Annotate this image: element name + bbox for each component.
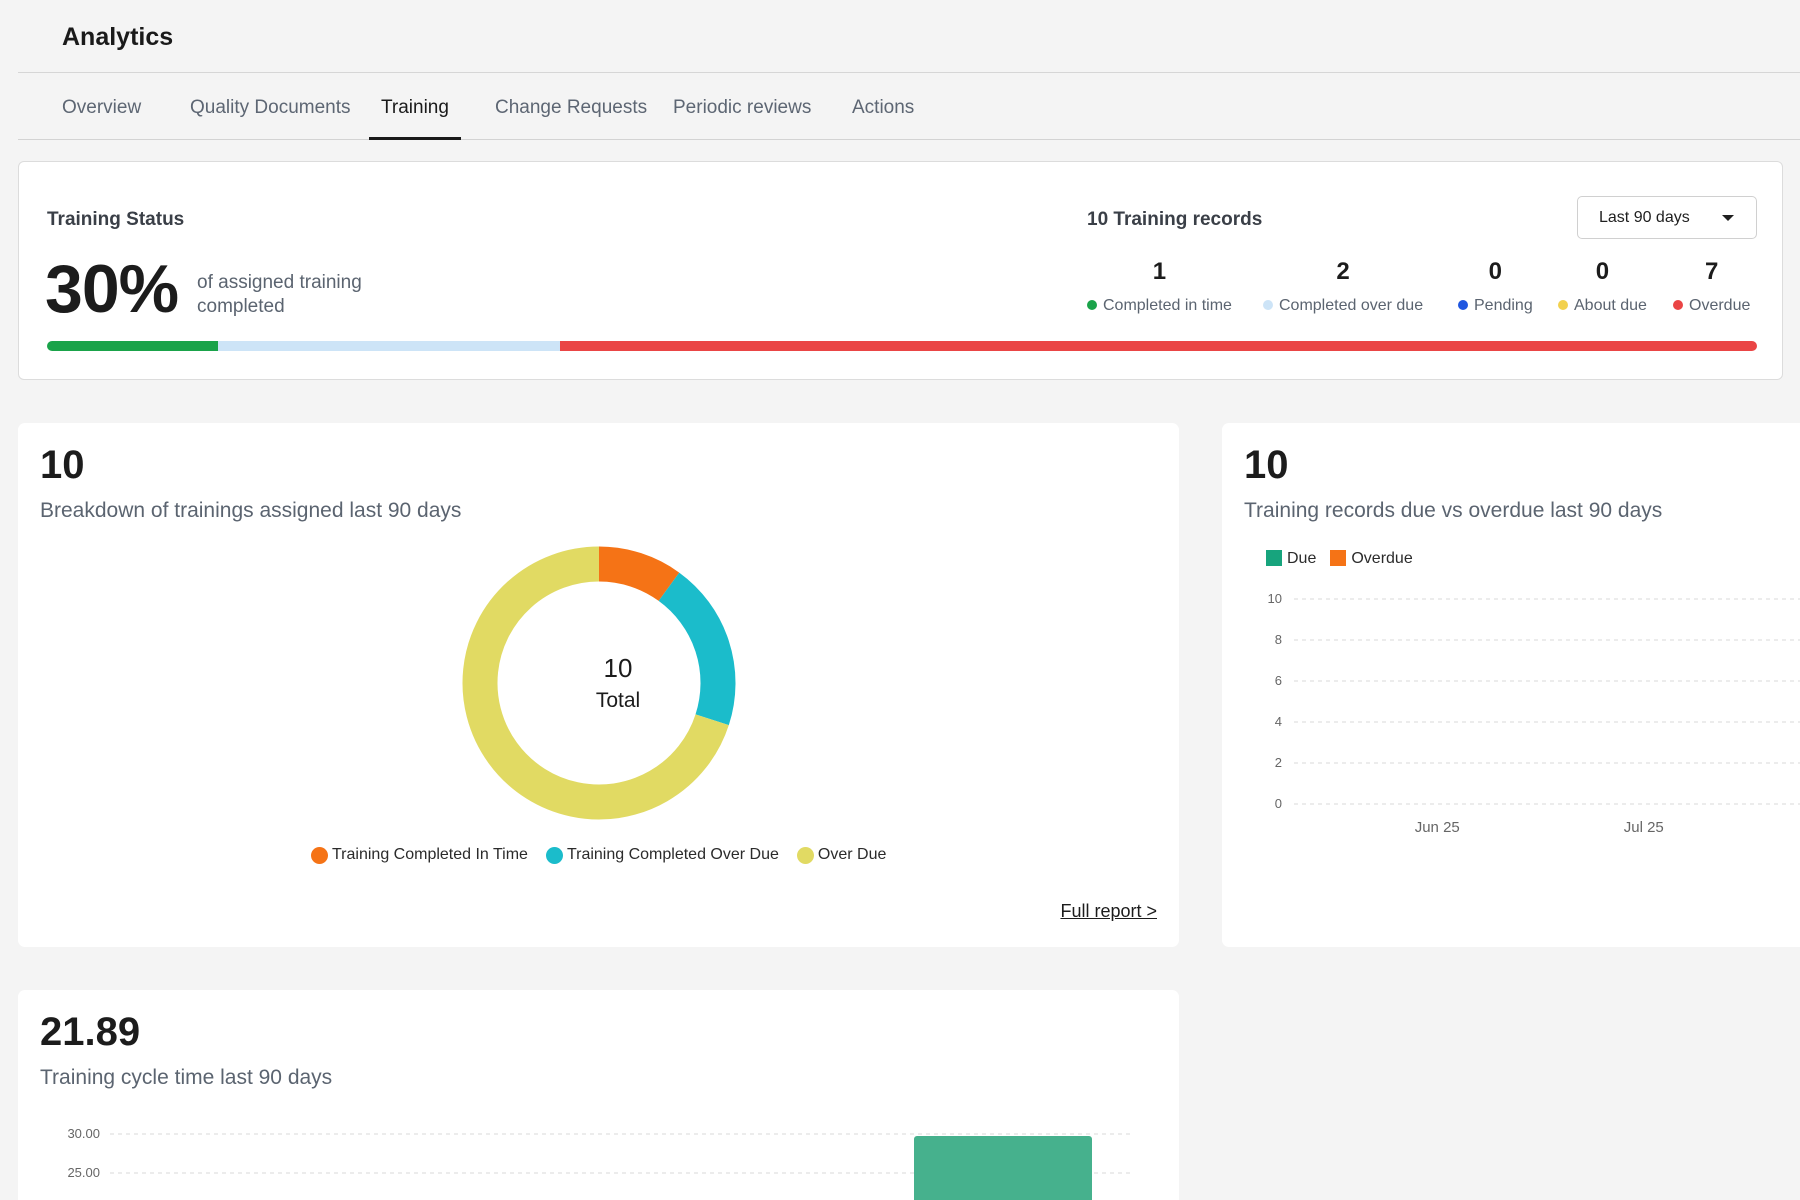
- progress-segment: [218, 341, 560, 351]
- stat-value: 0: [1488, 258, 1503, 285]
- full-report-link[interactable]: Full report >: [1060, 901, 1157, 921]
- breakdown-donut-chart: [462, 546, 736, 820]
- y-tick-label: 4: [1275, 714, 1282, 729]
- legend-item[interactable]: Over Due: [796, 846, 887, 864]
- tab-change-requests[interactable]: Change Requests: [495, 97, 648, 118]
- legend-dot-icon: [545, 846, 563, 864]
- training-records-title: 10 Training records: [1087, 209, 1263, 230]
- stat-value: 7: [1705, 258, 1719, 285]
- legend-item[interactable]: Training Completed In Time: [311, 846, 528, 864]
- tab-overview[interactable]: Overview: [62, 97, 142, 118]
- completion-percent: 30%: [45, 251, 179, 327]
- legend-label: Overdue: [1351, 550, 1413, 567]
- legend-label: Training Completed In Time: [332, 846, 528, 863]
- due-overdue-legend: Due Overdue: [1266, 550, 1413, 568]
- legend-dot-icon: [796, 846, 814, 864]
- legend-label: Training Completed Over Due: [566, 846, 779, 863]
- donut-legend: Training Completed In Time Training Comp…: [311, 846, 886, 864]
- legend-item[interactable]: Training Completed Over Due: [545, 846, 779, 864]
- date-range-value: Last 90 days: [1599, 209, 1690, 226]
- stat-label: About due: [1574, 297, 1647, 314]
- status-dot-icon: [1558, 300, 1568, 310]
- donut-slice[interactable]: [462, 546, 729, 820]
- tab-quality-documents[interactable]: Quality Documents: [190, 97, 351, 118]
- y-tick-label: 8: [1275, 632, 1282, 647]
- status-dot-icon: [1087, 300, 1097, 310]
- x-tick-label: Jul 25: [1624, 819, 1664, 836]
- due-vs-overdue-subtitle: Training records due vs overdue last 90 …: [1244, 499, 1663, 522]
- y-tick-label: 10: [1268, 591, 1282, 606]
- status-dot-icon: [1458, 300, 1468, 310]
- breakdown-subtitle: Breakdown of trainings assigned last 90 …: [40, 499, 462, 522]
- legend-square-icon: [1330, 550, 1347, 566]
- stat-completed-in-time: 1 Completed in time: [1087, 258, 1232, 315]
- tab-bar: Overview Quality Documents Training Chan…: [18, 73, 1800, 140]
- progress-segment: [47, 341, 218, 351]
- stat-label: Completed in time: [1103, 297, 1232, 314]
- stat-overdue: 7 Overdue: [1673, 258, 1750, 315]
- breakdown-card: 10 Breakdown of trainings assigned last …: [18, 423, 1179, 947]
- stat-label: Overdue: [1689, 297, 1751, 314]
- donut-center-label: Total: [595, 689, 641, 712]
- caret-down-icon: [1722, 215, 1734, 221]
- legend-item[interactable]: Due: [1266, 550, 1316, 568]
- donut-center-value: 10: [603, 653, 633, 683]
- stat-label: Pending: [1474, 297, 1533, 314]
- breakdown-count: 10: [40, 443, 85, 487]
- completion-description: of assigned training completed: [197, 272, 362, 317]
- x-tick-label: Jun 25: [1415, 819, 1460, 836]
- due-vs-overdue-chart: 10 8 6 4 2 0 Jun 25 Jul 25: [1268, 591, 1800, 836]
- legend-dot-icon: [311, 846, 328, 864]
- cycle-time-bar[interactable]: [914, 1136, 1092, 1200]
- cycle-time-subtitle: Training cycle time last 90 days: [40, 1066, 333, 1089]
- cycle-time-value: 21.89: [40, 1010, 141, 1054]
- legend-item[interactable]: Overdue: [1330, 550, 1413, 568]
- y-tick-label: 2: [1275, 755, 1282, 770]
- stat-value: 1: [1152, 258, 1167, 285]
- donut-slice[interactable]: [598, 546, 680, 602]
- date-range-select[interactable]: Last 90 days: [1577, 196, 1757, 239]
- page-header: Analytics: [18, 0, 1800, 73]
- legend-label: Over Due: [817, 846, 887, 863]
- cycle-time-chart: 30.00 25.00: [67, 1126, 1130, 1200]
- status-dot-icon: [1263, 300, 1273, 310]
- y-tick-label: 25.00: [67, 1165, 100, 1180]
- stat-about-due: 0 About due: [1558, 258, 1647, 315]
- status-dot-icon: [1673, 300, 1683, 310]
- stat-completed-over-due: 2 Completed over due: [1263, 258, 1423, 315]
- legend-square-icon: [1266, 550, 1282, 566]
- stat-pending: 0 Pending: [1458, 258, 1533, 315]
- tab-actions[interactable]: Actions: [852, 97, 915, 118]
- y-tick-label: 6: [1275, 673, 1282, 688]
- page-title: Analytics: [62, 23, 174, 51]
- due-vs-overdue-count: 10: [1244, 443, 1289, 487]
- tab-periodic-reviews[interactable]: Periodic reviews: [673, 97, 812, 118]
- due-vs-overdue-card: 10 Training records due vs overdue last …: [1222, 423, 1800, 947]
- y-tick-label: 0: [1275, 796, 1282, 811]
- stat-value: 2: [1336, 258, 1350, 285]
- training-progress-bar: [47, 341, 1757, 351]
- training-status-card: Training Status 30% of assigned training…: [18, 161, 1783, 380]
- legend-label: Due: [1287, 550, 1317, 567]
- stat-label: Completed over due: [1279, 297, 1424, 314]
- tab-training[interactable]: Training: [369, 97, 461, 140]
- cycle-time-card: 21.89 Training cycle time last 90 days 3…: [18, 990, 1179, 1200]
- progress-segment: [560, 341, 1757, 351]
- stat-value: 0: [1595, 258, 1610, 285]
- donut-slice[interactable]: [658, 572, 736, 726]
- training-status-title: Training Status: [47, 209, 185, 230]
- y-tick-label: 30.00: [67, 1126, 100, 1141]
